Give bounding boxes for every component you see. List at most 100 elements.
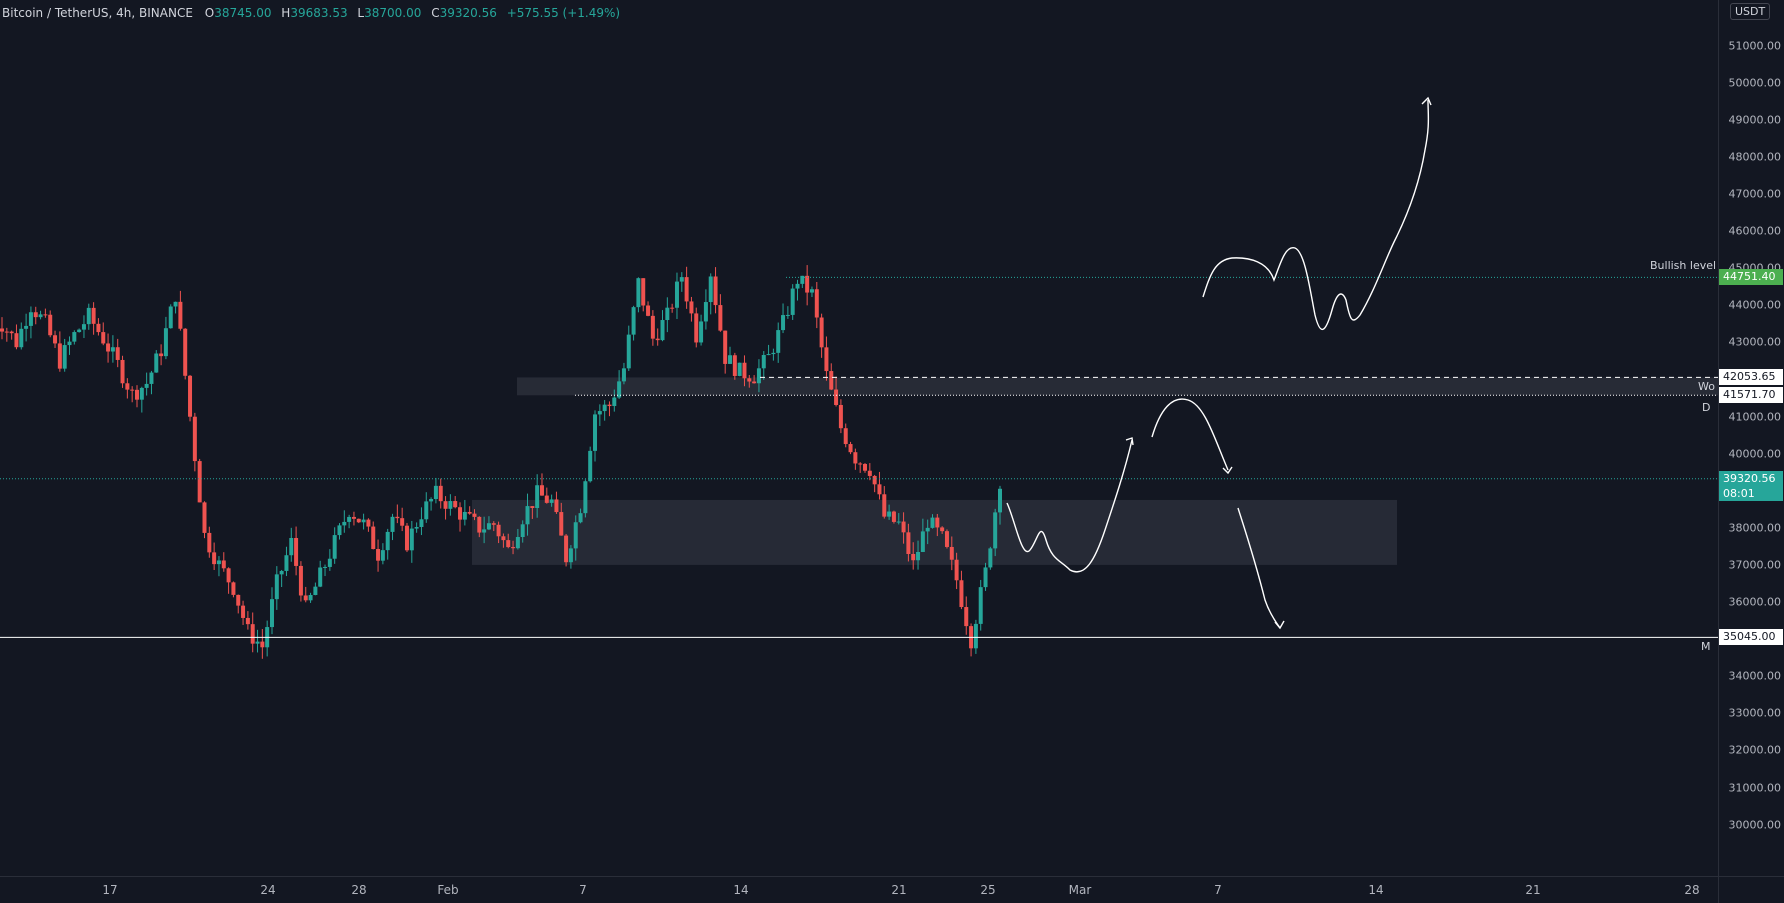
- candle-body: [303, 595, 308, 601]
- candle-body: [882, 494, 887, 517]
- candle-body: [872, 475, 877, 485]
- candle-body: [308, 595, 313, 601]
- candle-body: [896, 521, 901, 523]
- time-axis[interactable]: 17 24 28 Feb 7 14 21 25 Mar 7 14 21 28: [0, 876, 1718, 903]
- candle-body: [790, 288, 795, 315]
- candle-body: [477, 516, 482, 533]
- candle-body: [723, 330, 728, 364]
- candle-body: [14, 333, 19, 348]
- change-value: +575.55 (+1.49%): [506, 6, 621, 20]
- candle-body: [588, 450, 593, 482]
- candle-body: [106, 343, 111, 352]
- candle-body: [9, 331, 14, 334]
- candle-body: [168, 306, 173, 329]
- candle-body: [949, 546, 954, 560]
- candle-body: [674, 281, 679, 308]
- candle-body: [916, 551, 921, 561]
- candle-body: [930, 517, 935, 528]
- candle-body: [28, 312, 33, 326]
- symbol-legend: Bitcoin / TetherUS, 4h, BINANCE O38745.0…: [2, 6, 621, 20]
- candle-body: [77, 329, 82, 333]
- current-price-badge: 39320.56: [1719, 470, 1783, 487]
- candle-body: [313, 586, 318, 596]
- candle-body: [298, 565, 303, 596]
- candle-body: [429, 499, 434, 502]
- price-axis[interactable]: 51000.00 50000.00 49000.00 48000.00 47000.00…: [1718, 0, 1784, 876]
- candle-body: [462, 511, 467, 520]
- bar-countdown: 08:01: [1719, 486, 1783, 501]
- candle-body: [617, 381, 622, 398]
- candle-body: [737, 362, 742, 376]
- projection-path: [1006, 439, 1133, 573]
- candle-body: [752, 381, 757, 384]
- candle-body: [149, 372, 154, 384]
- candle-body: [332, 535, 337, 559]
- time-tick: 28: [1684, 883, 1700, 897]
- arrowhead: [1421, 96, 1432, 106]
- currency-button[interactable]: USDT: [1730, 3, 1771, 20]
- candle-body: [785, 314, 790, 316]
- candle-body: [472, 513, 477, 517]
- price-tick: 51000.00: [1728, 39, 1782, 52]
- candle-body: [771, 352, 776, 355]
- price-chart[interactable]: [0, 0, 1718, 876]
- candle-body: [843, 428, 848, 445]
- candle-body: [612, 397, 617, 407]
- candle-body: [891, 511, 896, 522]
- candle-body: [761, 354, 766, 369]
- time-tick: 17: [102, 883, 118, 897]
- candle-body: [795, 283, 800, 289]
- candle-body: [86, 307, 91, 325]
- candle-body: [911, 553, 916, 561]
- candle-body: [48, 314, 53, 336]
- candle-body: [197, 461, 202, 503]
- candle-body: [597, 411, 602, 415]
- candle-body: [805, 275, 810, 293]
- candle-body: [81, 324, 86, 330]
- candle-body: [24, 325, 29, 329]
- price-tick: 48000.00: [1728, 150, 1782, 164]
- candle-body: [390, 516, 395, 532]
- candle-body: [848, 444, 853, 453]
- chart-area[interactable]: Bitcoin / TetherUS, 4h, BINANCE O38745.0…: [0, 0, 1718, 876]
- time-tick: 21: [891, 883, 907, 897]
- candle-body: [192, 416, 197, 462]
- d-level-label: D: [1702, 401, 1711, 415]
- candle-body: [636, 278, 641, 308]
- candle-body: [954, 559, 959, 581]
- candle-body: [284, 555, 289, 571]
- m-price-badge: 35045.00: [1719, 629, 1783, 646]
- price-tick: 31000.00: [1728, 781, 1782, 794]
- candle-body: [853, 452, 858, 464]
- candle-body: [988, 548, 993, 568]
- candle-body: [684, 277, 689, 302]
- candle-body: [212, 552, 217, 565]
- candle-body: [467, 511, 472, 514]
- candle-body: [404, 525, 409, 551]
- time-tick: 14: [733, 883, 749, 897]
- candle-body: [274, 574, 279, 600]
- candle-body: [863, 463, 868, 471]
- candle-body: [385, 531, 390, 551]
- candle-body: [183, 328, 188, 376]
- projection-path: [1202, 99, 1430, 331]
- candle-body: [944, 531, 949, 547]
- close-value: 39320.56: [439, 6, 497, 20]
- candle-body: [631, 307, 636, 335]
- candle-body: [419, 519, 424, 528]
- candle-body: [115, 347, 120, 360]
- candle-body: [713, 276, 718, 306]
- candle-body: [568, 548, 573, 563]
- candle-body: [564, 535, 569, 563]
- candle-body: [337, 525, 342, 536]
- candle-body: [679, 277, 684, 282]
- candle-body: [134, 389, 139, 400]
- candle-body: [43, 314, 48, 316]
- candle-body: [699, 321, 704, 343]
- candle-body: [327, 558, 332, 567]
- symbol-title[interactable]: Bitcoin / TetherUS, 4h, BINANCE: [2, 6, 193, 20]
- open-value: 38745.00: [214, 6, 272, 20]
- candle-body: [583, 481, 588, 514]
- candle-body: [525, 506, 530, 525]
- candle-body: [593, 414, 598, 451]
